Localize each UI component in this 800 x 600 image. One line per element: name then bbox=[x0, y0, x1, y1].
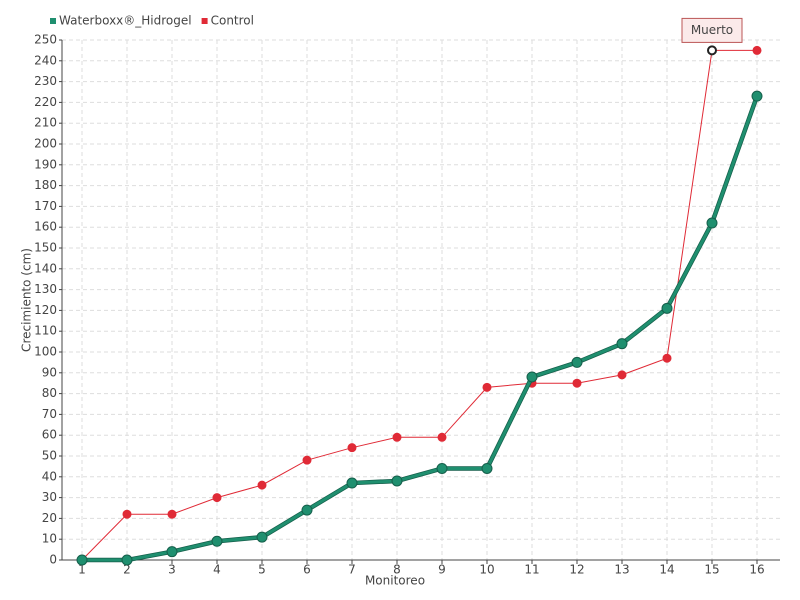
y-tick-label: 160 bbox=[34, 220, 57, 234]
y-tick-label: 180 bbox=[34, 178, 57, 192]
data-point bbox=[302, 455, 312, 465]
data-point bbox=[256, 531, 268, 543]
data-point bbox=[121, 554, 133, 566]
y-tick-label: 170 bbox=[34, 199, 57, 213]
x-tick-label: 13 bbox=[614, 563, 629, 577]
legend-swatch bbox=[201, 18, 208, 24]
data-point bbox=[661, 302, 673, 314]
y-tick-label: 60 bbox=[42, 428, 57, 442]
legend-swatch bbox=[50, 18, 56, 24]
x-tick-label: 2 bbox=[123, 563, 131, 577]
y-tick-label: 30 bbox=[42, 490, 57, 504]
y-tick-label: 240 bbox=[34, 53, 57, 67]
data-point bbox=[707, 45, 717, 56]
y-tick-label: 110 bbox=[34, 324, 57, 338]
x-axis-label: Monitoreo bbox=[365, 574, 425, 588]
data-point bbox=[347, 443, 357, 453]
y-axis-label: Crecimiento (cm) bbox=[20, 248, 34, 352]
y-tick-label: 200 bbox=[34, 137, 57, 151]
y-tick-label: 150 bbox=[34, 241, 57, 255]
y-tick-label: 190 bbox=[34, 157, 57, 171]
data-point bbox=[346, 477, 358, 489]
x-tick-label: 10 bbox=[479, 563, 494, 577]
data-point bbox=[122, 509, 132, 519]
annotation-box bbox=[681, 17, 743, 43]
data-point bbox=[526, 371, 538, 383]
data-point bbox=[617, 370, 627, 380]
data-point bbox=[662, 353, 672, 363]
data-point bbox=[572, 378, 582, 388]
data-point bbox=[257, 480, 267, 490]
x-tick-label: 8 bbox=[393, 563, 401, 577]
series-line bbox=[81, 49, 757, 561]
y-tick-label: 140 bbox=[34, 261, 57, 275]
series-line-outline bbox=[82, 95, 760, 563]
data-point bbox=[482, 382, 492, 392]
data-point bbox=[391, 475, 403, 487]
data-point bbox=[706, 217, 718, 229]
x-tick-label: 11 bbox=[524, 563, 539, 577]
y-tick-label: 90 bbox=[42, 365, 57, 379]
data-point bbox=[752, 45, 762, 55]
data-point bbox=[436, 462, 448, 474]
series-line bbox=[82, 95, 759, 562]
legend-label: Control bbox=[211, 14, 254, 28]
x-tick-label: 7 bbox=[348, 563, 356, 577]
x-tick-label: 16 bbox=[749, 563, 764, 577]
x-tick-label: 9 bbox=[438, 563, 446, 577]
data-point bbox=[76, 554, 88, 566]
data-point bbox=[392, 432, 402, 442]
y-tick-label: 0 bbox=[49, 553, 57, 567]
data-point bbox=[166, 546, 178, 558]
y-tick-label: 100 bbox=[34, 345, 57, 359]
x-tick-label: 1 bbox=[78, 563, 86, 577]
x-tick-label: 14 bbox=[659, 563, 674, 577]
y-tick-label: 80 bbox=[42, 386, 57, 400]
x-tick-label: 5 bbox=[258, 563, 266, 577]
y-tick-label: 230 bbox=[34, 74, 57, 88]
x-tick-label: 6 bbox=[303, 563, 311, 577]
data-point bbox=[616, 338, 628, 350]
y-tick-label: 130 bbox=[34, 282, 57, 296]
y-tick-label: 10 bbox=[42, 532, 57, 546]
legend-label: Waterboxx®_Hidrogel bbox=[59, 14, 192, 28]
x-tick-label: 4 bbox=[213, 563, 221, 577]
y-tick-label: 50 bbox=[42, 449, 57, 463]
y-tick-label: 40 bbox=[42, 469, 57, 483]
x-tick-label: 15 bbox=[704, 563, 719, 577]
data-point bbox=[571, 356, 583, 368]
y-tick-label: 120 bbox=[34, 303, 57, 317]
data-point bbox=[212, 493, 222, 503]
y-tick-label: 220 bbox=[34, 95, 57, 109]
data-point bbox=[167, 509, 177, 519]
y-tick-label: 20 bbox=[42, 511, 57, 525]
data-point bbox=[481, 462, 493, 474]
data-point bbox=[751, 90, 763, 102]
y-tick-label: 210 bbox=[34, 116, 57, 130]
data-point bbox=[301, 504, 313, 516]
y-tick-label: 70 bbox=[42, 407, 57, 421]
y-tick-label: 250 bbox=[34, 33, 57, 47]
x-tick-label: 12 bbox=[569, 563, 584, 577]
annotation: Muerto bbox=[691, 23, 733, 37]
data-point bbox=[211, 535, 223, 547]
data-point bbox=[437, 432, 447, 442]
x-tick-label: 3 bbox=[168, 563, 176, 577]
